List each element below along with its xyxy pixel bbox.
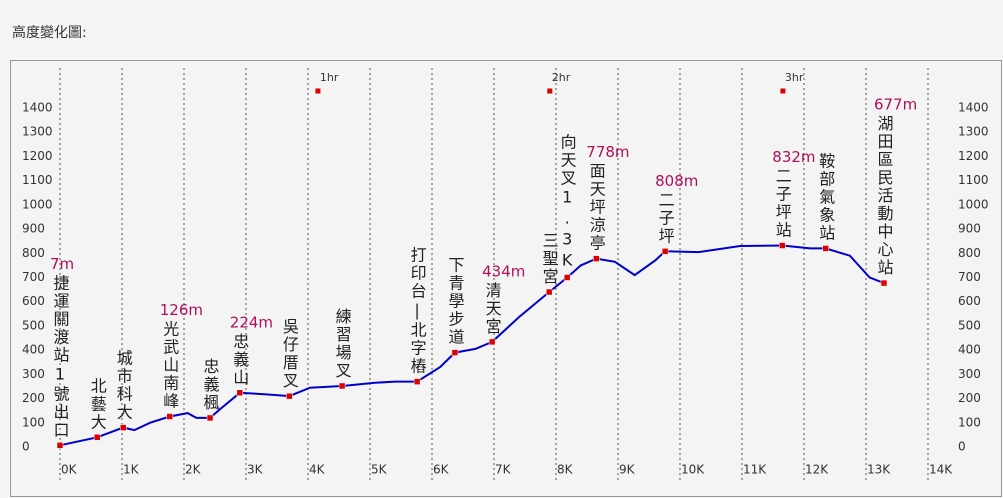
waypoint-name: 面天坪涼亭 — [587, 163, 606, 253]
y-tick-label: 1100 — [22, 173, 53, 187]
waypoint-marker — [236, 389, 244, 397]
x-tick-label: 1K — [123, 463, 140, 477]
elevation-label: 778m — [586, 143, 629, 161]
x-tick-label: 14K — [929, 463, 953, 477]
y-tick-label: 1200 — [22, 149, 53, 163]
y-tick-label-right: 1100 — [958, 173, 989, 187]
waypoint-marker — [56, 442, 64, 449]
x-tick-label: 2K — [185, 463, 202, 477]
x-tick-label: 4K — [309, 463, 326, 477]
waypoint-marker — [661, 248, 669, 255]
y-tick-label-right: 100 — [958, 415, 981, 429]
waypoint-name: 鞍部氣象站 — [816, 152, 835, 242]
waypoint-marker — [822, 245, 829, 252]
y-tick-label: 800 — [22, 246, 45, 260]
y-tick-label: 100 — [22, 415, 45, 429]
waypoint-marker — [286, 392, 293, 400]
y-tick-label: 1300 — [22, 125, 53, 139]
waypoint-marker — [488, 338, 496, 346]
y-tick-label-right: 900 — [958, 222, 981, 236]
waypoint-name: 湖田區民活動中心站 — [874, 115, 893, 277]
elevation-label: 808m — [655, 172, 698, 190]
waypoint-name: 城市科大 — [114, 350, 133, 422]
waypoint-marker — [93, 434, 101, 441]
waypoint-marker — [413, 378, 421, 385]
x-tick-label: 6K — [433, 463, 450, 477]
x-tick-label: 8K — [557, 463, 574, 477]
waypoint-name: 二子坪 — [656, 191, 675, 245]
y-tick-label-right: 600 — [958, 294, 981, 308]
y-tick-label-right: 300 — [958, 367, 981, 381]
elevation-label: 224m — [230, 313, 273, 331]
waypoint-name: 二子坪站 — [773, 168, 792, 240]
x-tick-label: 7K — [495, 463, 512, 477]
y-tick-label-right: 800 — [958, 246, 981, 260]
y-tick-label-right: 1300 — [958, 125, 989, 139]
waypoint-name: 捷運關渡站1號出口 — [51, 274, 70, 439]
elevation-label: 126m — [160, 301, 203, 319]
x-tick-label: 5K — [371, 463, 388, 477]
y-tick-label-right: 1000 — [958, 197, 989, 211]
time-marker — [780, 88, 786, 94]
waypoint-name: 忠義楓 — [201, 358, 220, 412]
waypoint-marker — [593, 255, 600, 262]
waypoint-marker — [206, 414, 214, 422]
waypoint-marker — [880, 279, 888, 287]
y-tick-label: 1400 — [22, 101, 53, 115]
waypoint-marker — [119, 424, 127, 431]
y-tick-label-right: 0 — [958, 440, 966, 454]
y-tick-label: 200 — [22, 391, 45, 405]
waypoint-name: 光武山南峰 — [160, 320, 179, 410]
y-tick-label: 0 — [22, 440, 30, 454]
waypoint-marker — [563, 274, 571, 281]
time-marker — [315, 88, 321, 94]
x-tick-label: 0K — [61, 463, 78, 477]
y-tick-label: 500 — [22, 318, 45, 332]
x-tick-label: 9K — [619, 463, 636, 477]
x-tick-label: 11K — [743, 463, 767, 477]
y-tick-label-right: 700 — [958, 270, 981, 284]
waypoint-name: 忠義山 — [230, 333, 249, 387]
elevation-label: 832m — [772, 148, 815, 166]
y-tick-label: 900 — [22, 222, 45, 236]
y-tick-label: 1000 — [22, 197, 53, 211]
chart-title: 高度變化圖: — [12, 24, 87, 41]
y-tick-label-right: 400 — [958, 343, 981, 357]
y-tick-label: 400 — [22, 343, 45, 357]
x-tick-label: 13K — [867, 463, 891, 477]
y-tick-label-right: 1400 — [958, 101, 989, 115]
elevation-label: 434m — [482, 262, 525, 280]
waypoint-marker — [545, 288, 553, 296]
waypoint-name: 練習場叉 — [333, 308, 352, 380]
plot-panel — [10, 60, 1002, 497]
x-tick-label: 12K — [805, 463, 829, 477]
waypoint-name: 下青學步道 — [445, 257, 464, 347]
elevation-label: 7m — [50, 255, 74, 273]
x-tick-label: 3K — [247, 463, 264, 477]
waypoint-name: 北藝大 — [88, 377, 107, 431]
y-tick-label: 600 — [22, 294, 45, 308]
time-label: 2hr — [552, 71, 571, 84]
waypoint-marker — [451, 349, 459, 356]
y-tick-label-right: 200 — [958, 391, 981, 405]
elevation-label: 677m — [874, 96, 917, 114]
waypoint-marker — [779, 242, 786, 249]
waypoint-name: 向天叉1.3K — [558, 134, 577, 272]
time-label: 3hr — [785, 71, 804, 84]
x-tick-label: 10K — [681, 463, 705, 477]
waypoint-name: 清天宮 — [483, 282, 502, 336]
waypoint-name: 打印台|北字樁 — [408, 247, 427, 376]
waypoint-marker — [338, 382, 346, 390]
waypoint-name: 三聖宮 — [540, 232, 559, 286]
y-tick-label-right: 500 — [958, 318, 981, 332]
y-tick-label: 700 — [22, 270, 45, 284]
waypoint-name: 吳仔厝叉 — [280, 318, 299, 390]
y-tick-label: 300 — [22, 367, 45, 381]
waypoint-marker — [166, 413, 173, 420]
time-label: 1hr — [320, 71, 339, 84]
time-marker — [547, 88, 553, 94]
y-tick-label-right: 1200 — [958, 149, 989, 163]
